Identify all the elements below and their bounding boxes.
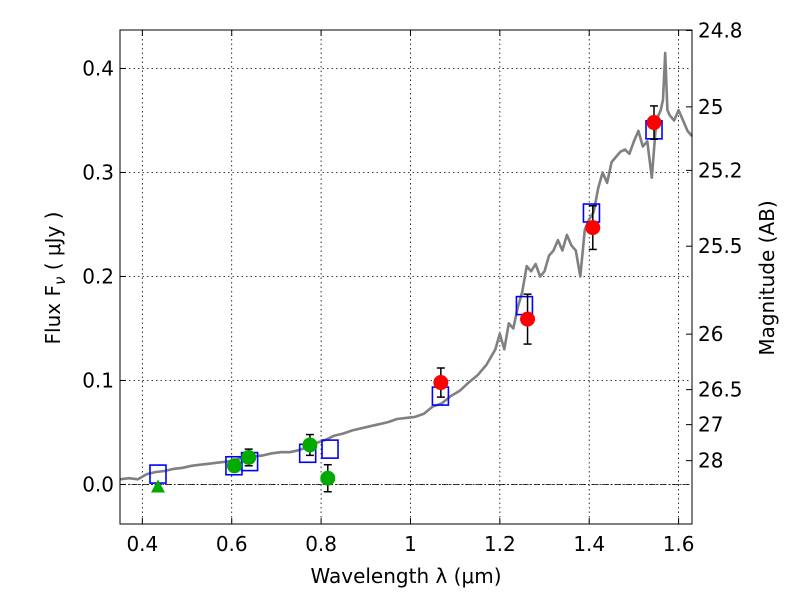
x-tick-label: 0.8: [305, 532, 337, 556]
x-tick-label: 1.2: [484, 532, 516, 556]
series-layer: [119, 51, 693, 493]
upper-limit-triangle: [150, 479, 165, 493]
x-axis-label: Wavelength λ (μm): [310, 564, 501, 588]
y-tick-label: 0.0: [82, 472, 114, 496]
y-axis-label-subscript: ν: [51, 277, 69, 285]
x-tick-label: 1: [404, 532, 417, 556]
red-data-point: [433, 375, 449, 391]
green-data-point: [226, 458, 242, 474]
tick-layer: 0.4 0.6 0.8 1 1.2 1.4 1.6 0.0 0.1 0.2 0.3 0.4 24.8 25…: [82, 18, 742, 556]
mag-tick-label: 26.5: [698, 378, 743, 402]
model-flux-square: [321, 439, 339, 459]
red-data-point: [646, 115, 662, 131]
x-tick-label: 1.6: [663, 532, 695, 556]
mag-tick-label: 26: [698, 322, 723, 346]
x-tick-label: 0.4: [126, 532, 158, 556]
mag-tick-label: 25.2: [698, 158, 743, 182]
y-axis-label-text: Flux F: [41, 285, 65, 344]
grid-layer: [120, 30, 692, 524]
plot-frame: [119, 29, 693, 525]
green-data-point: [302, 437, 318, 453]
y-axis-label-unit: ( μJy ): [41, 212, 65, 277]
x-tick-label: 1.4: [573, 532, 605, 556]
mag-tick-label: 28: [698, 449, 723, 473]
y-axis-label: Flux Fν ( μJy ): [41, 212, 69, 345]
green-data-point: [241, 449, 257, 465]
model-flux-square: [582, 203, 601, 223]
mag-tick-label: 24.8: [698, 18, 743, 42]
x-tick-label: 0.6: [216, 532, 248, 556]
red-data-point: [520, 311, 536, 327]
red-data-point: [585, 220, 601, 236]
mag-tick-label: 25.5: [698, 234, 743, 258]
green-data-point: [320, 470, 336, 486]
mag-tick-label: 27: [698, 413, 723, 437]
y-tick-label: 0.1: [82, 368, 114, 392]
spectrum-line: [119, 51, 693, 481]
y-tick-label: 0.3: [82, 160, 114, 184]
mag-tick-label: 25: [698, 95, 723, 119]
right-axis-label: Magnitude (AB): [755, 200, 779, 355]
y-tick-label: 0.4: [82, 56, 114, 80]
y-tick-label: 0.2: [82, 264, 114, 288]
